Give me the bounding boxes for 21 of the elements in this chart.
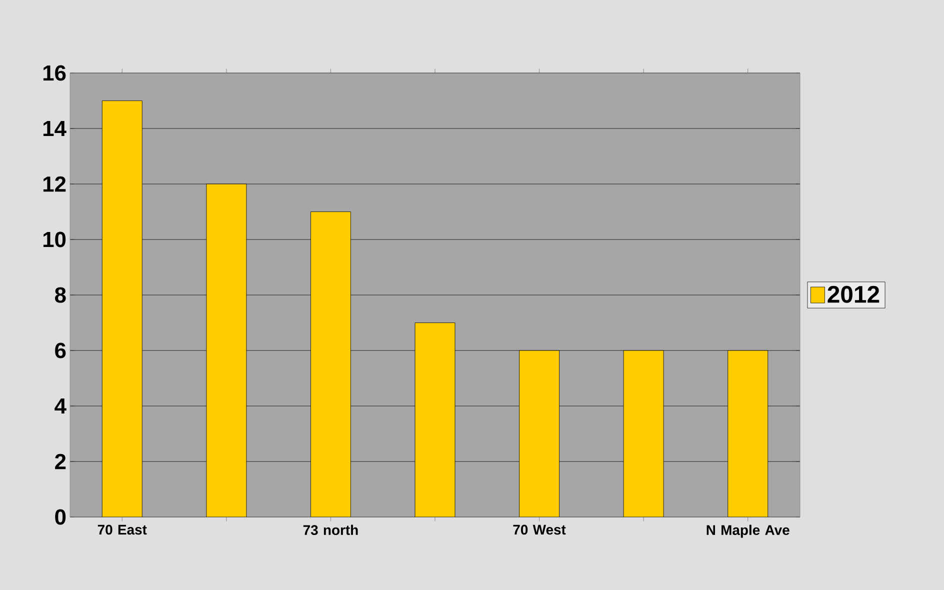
bar bbox=[728, 350, 768, 517]
x-tick-label: 70 East bbox=[98, 524, 147, 535]
bar bbox=[414, 322, 456, 517]
x-tick-label: 73 north bbox=[303, 524, 358, 536]
x-tick-label: 70 West bbox=[513, 524, 566, 535]
y-tick-label: 8 bbox=[54, 287, 66, 303]
y-tick-label: 2 bbox=[55, 454, 66, 470]
y-tick-label: 14 bbox=[43, 120, 66, 136]
legend-label: 2012 bbox=[828, 286, 880, 303]
y-tick-label: 16 bbox=[43, 65, 66, 81]
y-tick-label: 0 bbox=[55, 509, 66, 525]
y-tick-label: 12 bbox=[43, 176, 66, 192]
bar bbox=[102, 100, 142, 517]
y-tick-label: 10 bbox=[43, 232, 66, 248]
bar bbox=[310, 212, 351, 517]
bar bbox=[623, 350, 664, 517]
bar bbox=[519, 350, 560, 517]
bar bbox=[206, 184, 247, 517]
y-tick-label: 6 bbox=[55, 342, 66, 358]
y-tick-label: 4 bbox=[54, 398, 66, 414]
x-tick-label: N Maple Ave bbox=[706, 524, 790, 538]
